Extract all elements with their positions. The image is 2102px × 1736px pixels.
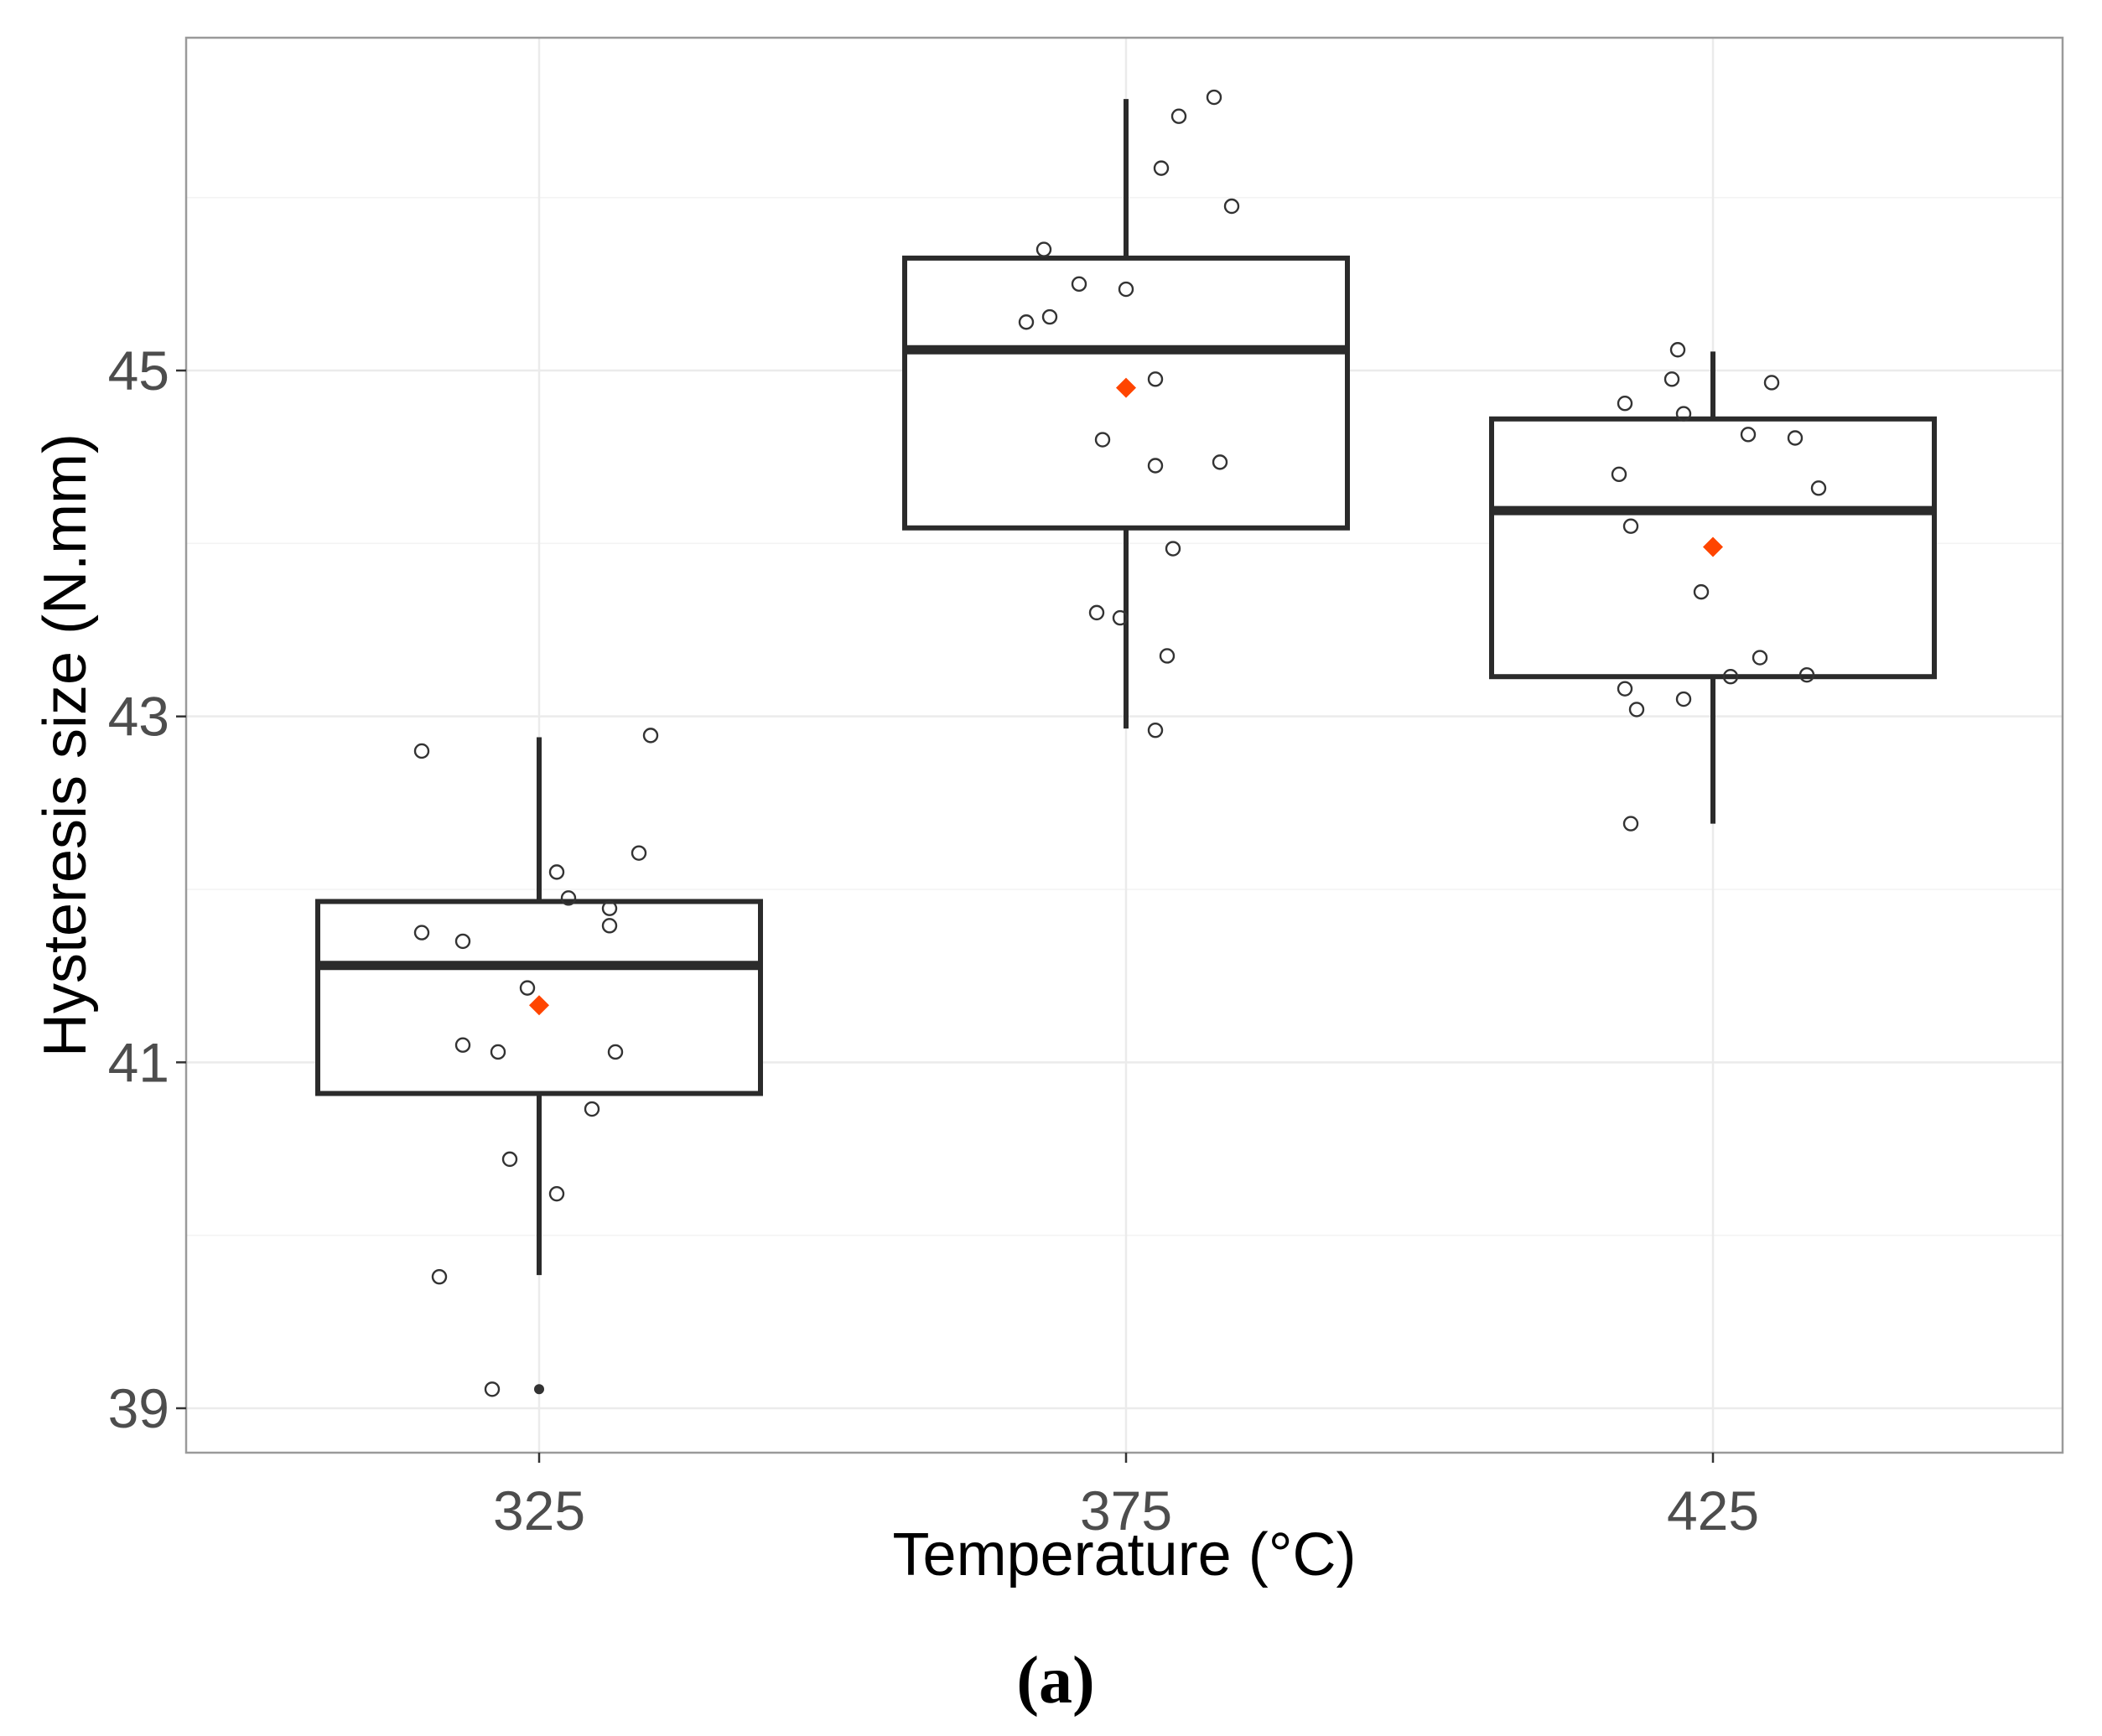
x-axis-title: Temperature (°C) bbox=[893, 1521, 1357, 1588]
x-tick-label-425: 425 bbox=[1667, 1479, 1759, 1542]
data-point-425-5 bbox=[1740, 427, 1757, 443]
axes: 39 41 43 45 325 375 425 bbox=[108, 339, 1759, 1542]
data-point-375-10 bbox=[1094, 432, 1111, 448]
y-tick-label-39: 39 bbox=[108, 1377, 169, 1439]
data-point-375-9 bbox=[1147, 371, 1164, 387]
data-point-325-8 bbox=[454, 933, 471, 950]
data-point-375-0 bbox=[1206, 89, 1222, 106]
data-point-325-10 bbox=[454, 1037, 471, 1053]
mean-marker-375 bbox=[1116, 377, 1136, 398]
data-point-375-3 bbox=[1223, 198, 1240, 215]
data-point-325-0 bbox=[413, 743, 430, 759]
data-point-425-1 bbox=[1663, 371, 1680, 387]
data-point-375-4 bbox=[1035, 241, 1052, 257]
data-point-325-9 bbox=[519, 980, 536, 996]
data-point-375-8 bbox=[1018, 314, 1035, 330]
y-tick-label-45: 45 bbox=[108, 339, 169, 402]
data-point-425-17 bbox=[1622, 816, 1639, 832]
data-point-375-7 bbox=[1041, 308, 1058, 325]
data-point-325-5 bbox=[601, 900, 618, 916]
data-point-375-15 bbox=[1112, 609, 1129, 626]
data-point-425-9 bbox=[1622, 518, 1639, 534]
data-point-425-16 bbox=[1628, 702, 1645, 718]
data-point-425-3 bbox=[1617, 396, 1633, 412]
data-point-325-17 bbox=[484, 1381, 501, 1397]
data-point-325-11 bbox=[490, 1044, 506, 1060]
data-point-375-5 bbox=[1071, 276, 1087, 293]
mean-markers bbox=[529, 377, 1723, 1016]
panel-label: (a) bbox=[1016, 1644, 1094, 1718]
y-axis-title: Hysteresis size (N.mm) bbox=[32, 433, 99, 1057]
data-point-375-11 bbox=[1147, 458, 1164, 474]
data-point-325-3 bbox=[631, 845, 647, 861]
data-point-325-7 bbox=[413, 925, 430, 941]
data-point-325-14 bbox=[501, 1151, 518, 1168]
data-point-375-6 bbox=[1118, 281, 1134, 298]
data-point-325-13 bbox=[584, 1101, 600, 1117]
data-point-375-12 bbox=[1212, 454, 1228, 470]
data-point-375-2 bbox=[1153, 160, 1170, 176]
x-tick-label-375: 375 bbox=[1080, 1479, 1172, 1542]
data-point-425-13 bbox=[1798, 666, 1815, 683]
data-point-425-6 bbox=[1787, 430, 1804, 446]
data-point-375-17 bbox=[1147, 722, 1164, 738]
data-point-375-1 bbox=[1170, 108, 1187, 124]
data-point-425-10 bbox=[1693, 583, 1710, 600]
outlier-325-0 bbox=[534, 1384, 544, 1395]
x-tick-label-325: 325 bbox=[493, 1479, 585, 1542]
data-point-325-1 bbox=[642, 728, 659, 744]
panel-border bbox=[184, 36, 2064, 1454]
data-point-325-16 bbox=[431, 1268, 448, 1285]
data-point-425-12 bbox=[1722, 669, 1739, 685]
data-point-425-2 bbox=[1763, 375, 1780, 391]
data-point-325-15 bbox=[548, 1185, 565, 1202]
jitter-points bbox=[413, 89, 1827, 1397]
data-point-325-4 bbox=[560, 890, 577, 906]
mean-marker-325 bbox=[529, 995, 549, 1016]
data-point-425-11 bbox=[1752, 650, 1768, 666]
data-point-425-7 bbox=[1611, 466, 1627, 483]
data-point-425-15 bbox=[1675, 691, 1692, 707]
data-point-375-13 bbox=[1165, 541, 1181, 557]
data-point-425-14 bbox=[1617, 681, 1633, 697]
data-point-325-2 bbox=[548, 864, 565, 880]
data-point-425-8 bbox=[1810, 480, 1827, 496]
y-tick-label-41: 41 bbox=[108, 1031, 169, 1093]
y-tick-label-43: 43 bbox=[108, 686, 169, 748]
data-point-375-14 bbox=[1088, 604, 1105, 621]
data-point-425-4 bbox=[1675, 406, 1692, 422]
mean-marker-425 bbox=[1703, 536, 1723, 557]
data-point-425-0 bbox=[1669, 342, 1686, 358]
data-point-375-16 bbox=[1159, 648, 1176, 664]
data-point-325-6 bbox=[601, 918, 618, 934]
data-point-325-12 bbox=[607, 1044, 624, 1060]
